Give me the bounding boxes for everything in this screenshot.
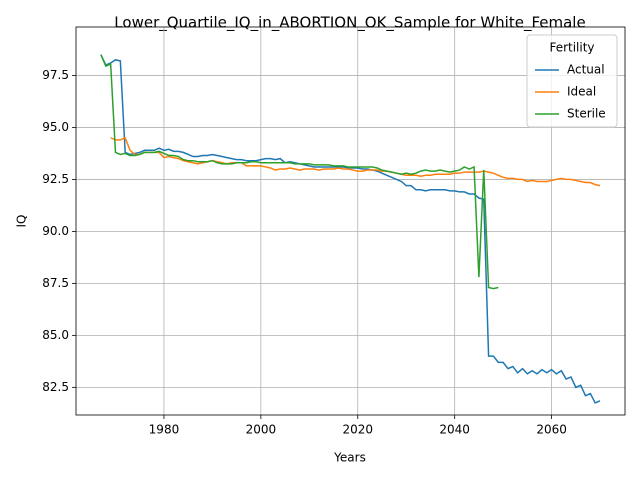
chart-title: Lower_Quartile_IQ_in_ABORTION_OK_Sample … (114, 14, 585, 33)
x-tick-label: 2040 (439, 423, 470, 437)
y-tick-label: 90.0 (42, 224, 69, 238)
line-series (110, 136, 601, 187)
y-tick-label: 97.5 (42, 68, 69, 82)
legend-box (526, 34, 618, 128)
x-tick-label: 1980 (149, 423, 180, 437)
legend-title: Fertility (549, 41, 594, 55)
x-tick-label: 2020 (342, 423, 373, 437)
y-tick-label: 87.5 (42, 276, 69, 290)
x-tick-label: 2060 (536, 423, 567, 437)
line-series (100, 54, 601, 404)
y-axis-label: IQ (15, 215, 29, 228)
plot-frame (75, 26, 626, 416)
legend-label: Sterile (567, 107, 606, 121)
y-tick-label: 95.0 (42, 120, 69, 134)
y-tick-label: 92.5 (42, 172, 69, 186)
x-axis-label: Years (333, 451, 366, 465)
x-tick-label: 2000 (246, 423, 277, 437)
line-series (100, 54, 499, 290)
y-tick-label: 82.5 (42, 380, 69, 394)
y-tick-label: 85.0 (42, 328, 69, 342)
legend-label: Ideal (567, 85, 596, 99)
legend-label: Actual (567, 63, 605, 77)
